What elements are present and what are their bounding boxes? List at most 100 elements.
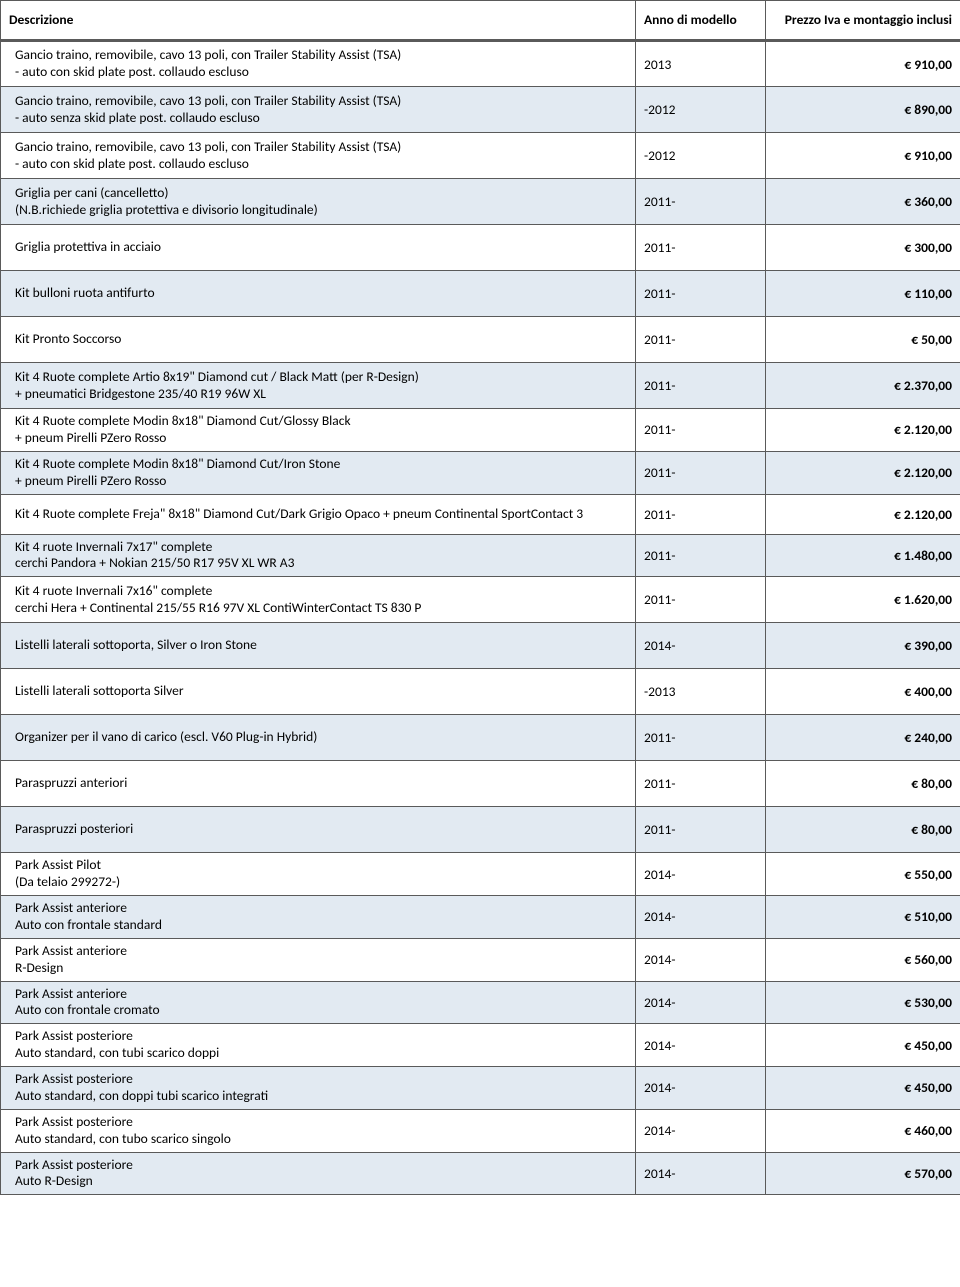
table-row: Park Assist anteriore R-Design2014-€ 560… xyxy=(1,938,960,981)
cell-description: Park Assist posteriore Auto R-Design xyxy=(1,1152,636,1195)
cell-year: 2014- xyxy=(636,623,766,669)
header-description: Descrizione xyxy=(1,1,636,41)
cell-description: Park Assist anteriore Auto con frontale … xyxy=(1,896,636,939)
cell-year: 2011- xyxy=(636,271,766,317)
cell-description: Paraspruzzi posteriori xyxy=(1,807,636,853)
table-row: Kit 4 ruote Invernali 7x16" complete cer… xyxy=(1,577,960,623)
cell-description: Gancio traino, removibile, cavo 13 poli,… xyxy=(1,87,636,133)
cell-year: 2011- xyxy=(636,807,766,853)
cell-year: 2013 xyxy=(636,41,766,87)
table-body: Gancio traino, removibile, cavo 13 poli,… xyxy=(1,41,960,1195)
cell-year: 2014- xyxy=(636,981,766,1024)
table-row: Park Assist anteriore Auto con frontale … xyxy=(1,981,960,1024)
table-row: Gancio traino, removibile, cavo 13 poli,… xyxy=(1,41,960,87)
table-row: Organizer per il vano di carico (escl. V… xyxy=(1,715,960,761)
cell-description: Park Assist posteriore Auto standard, co… xyxy=(1,1109,636,1152)
cell-year: 2011- xyxy=(636,225,766,271)
price-table: Descrizione Anno di modello Prezzo Iva e… xyxy=(0,0,960,1195)
cell-description: Gancio traino, removibile, cavo 13 poli,… xyxy=(1,133,636,179)
cell-year: 2014- xyxy=(636,938,766,981)
cell-year: 2011- xyxy=(636,409,766,452)
cell-description: Listelli laterali sottoporta, Silver o I… xyxy=(1,623,636,669)
table-header: Descrizione Anno di modello Prezzo Iva e… xyxy=(1,1,960,41)
cell-description: Park Assist Pilot (Da telaio 299272-) xyxy=(1,853,636,896)
cell-year: 2014- xyxy=(636,853,766,896)
cell-year: 2011- xyxy=(636,534,766,577)
cell-description: Park Assist anteriore Auto con frontale … xyxy=(1,981,636,1024)
table-row: Paraspruzzi anteriori2011-€ 80,00 xyxy=(1,761,960,807)
cell-year: -2012 xyxy=(636,133,766,179)
cell-description: Organizer per il vano di carico (escl. V… xyxy=(1,715,636,761)
cell-price: € 360,00 xyxy=(766,179,960,225)
table-row: Kit 4 ruote Invernali 7x17" complete cer… xyxy=(1,534,960,577)
cell-year: 2014- xyxy=(636,896,766,939)
cell-price: € 1.480,00 xyxy=(766,534,960,577)
cell-year: 2011- xyxy=(636,179,766,225)
cell-price: € 390,00 xyxy=(766,623,960,669)
table-row: Kit 4 Ruote complete Freja" 8x18" Diamon… xyxy=(1,494,960,534)
cell-price: € 2.370,00 xyxy=(766,363,960,409)
cell-price: € 80,00 xyxy=(766,761,960,807)
cell-year: 2014- xyxy=(636,1067,766,1110)
table-row: Griglia per cani (cancelletto) (N.B.rich… xyxy=(1,179,960,225)
cell-price: € 510,00 xyxy=(766,896,960,939)
cell-description: Listelli laterali sottoporta Silver xyxy=(1,669,636,715)
table-row: Park Assist posteriore Auto R-Design2014… xyxy=(1,1152,960,1195)
cell-year: -2013 xyxy=(636,669,766,715)
cell-price: € 80,00 xyxy=(766,807,960,853)
cell-price: € 450,00 xyxy=(766,1067,960,1110)
cell-description: Paraspruzzi anteriori xyxy=(1,761,636,807)
table-row: Park Assist Pilot (Da telaio 299272-)201… xyxy=(1,853,960,896)
cell-price: € 890,00 xyxy=(766,87,960,133)
cell-price: € 2.120,00 xyxy=(766,494,960,534)
cell-price: € 910,00 xyxy=(766,41,960,87)
table-row: Listelli laterali sottoporta Silver-2013… xyxy=(1,669,960,715)
cell-description: Park Assist anteriore R-Design xyxy=(1,938,636,981)
table-row: Gancio traino, removibile, cavo 13 poli,… xyxy=(1,87,960,133)
cell-description: Griglia protettiva in acciaio xyxy=(1,225,636,271)
table-row: Griglia protettiva in acciaio2011-€ 300,… xyxy=(1,225,960,271)
cell-year: 2011- xyxy=(636,451,766,494)
cell-description: Kit Pronto Soccorso xyxy=(1,317,636,363)
table-row: Kit 4 Ruote complete Modin 8x18" Diamond… xyxy=(1,451,960,494)
cell-price: € 460,00 xyxy=(766,1109,960,1152)
cell-year: 2014- xyxy=(636,1024,766,1067)
cell-description: Kit 4 Ruote complete Artio 8x19" Diamond… xyxy=(1,363,636,409)
cell-price: € 240,00 xyxy=(766,715,960,761)
cell-year: -2012 xyxy=(636,87,766,133)
cell-price: € 110,00 xyxy=(766,271,960,317)
table-row: Park Assist posteriore Auto standard, co… xyxy=(1,1024,960,1067)
cell-year: 2014- xyxy=(636,1152,766,1195)
table-row: Kit 4 Ruote complete Modin 8x18" Diamond… xyxy=(1,409,960,452)
cell-price: € 50,00 xyxy=(766,317,960,363)
cell-price: € 400,00 xyxy=(766,669,960,715)
table-row: Gancio traino, removibile, cavo 13 poli,… xyxy=(1,133,960,179)
table-row: Paraspruzzi posteriori2011-€ 80,00 xyxy=(1,807,960,853)
table-row: Kit bulloni ruota antifurto2011-€ 110,00 xyxy=(1,271,960,317)
header-price: Prezzo Iva e montaggio inclusi xyxy=(766,1,960,41)
cell-price: € 530,00 xyxy=(766,981,960,1024)
cell-description: Kit 4 Ruote complete Freja" 8x18" Diamon… xyxy=(1,494,636,534)
cell-description: Kit 4 ruote Invernali 7x17" complete cer… xyxy=(1,534,636,577)
cell-description: Gancio traino, removibile, cavo 13 poli,… xyxy=(1,41,636,87)
cell-year: 2011- xyxy=(636,577,766,623)
cell-year: 2014- xyxy=(636,1109,766,1152)
cell-description: Kit 4 Ruote complete Modin 8x18" Diamond… xyxy=(1,451,636,494)
cell-description: Park Assist posteriore Auto standard, co… xyxy=(1,1067,636,1110)
cell-price: € 570,00 xyxy=(766,1152,960,1195)
cell-description: Kit bulloni ruota antifurto xyxy=(1,271,636,317)
cell-price: € 1.620,00 xyxy=(766,577,960,623)
cell-price: € 450,00 xyxy=(766,1024,960,1067)
cell-price: € 910,00 xyxy=(766,133,960,179)
cell-year: 2011- xyxy=(636,761,766,807)
cell-description: Kit 4 ruote Invernali 7x16" complete cer… xyxy=(1,577,636,623)
cell-price: € 560,00 xyxy=(766,938,960,981)
table-row: Listelli laterali sottoporta, Silver o I… xyxy=(1,623,960,669)
table-row: Kit Pronto Soccorso2011-€ 50,00 xyxy=(1,317,960,363)
table-row: Kit 4 Ruote complete Artio 8x19" Diamond… xyxy=(1,363,960,409)
cell-year: 2011- xyxy=(636,715,766,761)
cell-price: € 550,00 xyxy=(766,853,960,896)
cell-description: Kit 4 Ruote complete Modin 8x18" Diamond… xyxy=(1,409,636,452)
cell-price: € 2.120,00 xyxy=(766,409,960,452)
header-year: Anno di modello xyxy=(636,1,766,41)
